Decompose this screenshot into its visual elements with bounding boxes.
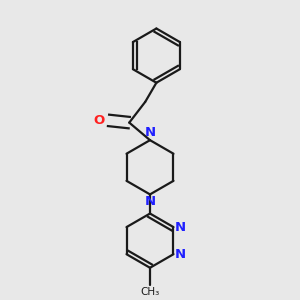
Text: N: N	[144, 126, 156, 139]
Text: N: N	[144, 195, 156, 208]
Text: N: N	[175, 220, 186, 234]
Text: N: N	[175, 248, 186, 261]
Text: CH₃: CH₃	[140, 287, 160, 297]
Text: O: O	[93, 114, 105, 127]
